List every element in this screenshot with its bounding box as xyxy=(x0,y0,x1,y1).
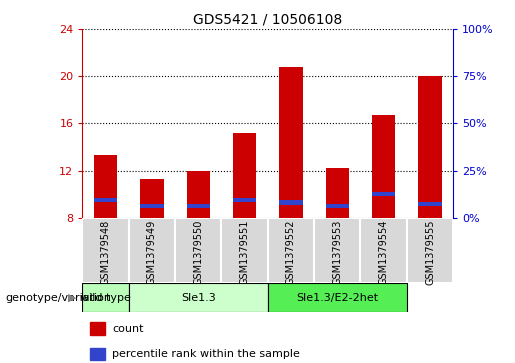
Text: GSM1379550: GSM1379550 xyxy=(193,220,203,285)
Bar xyxy=(221,218,268,283)
Text: GSM1379552: GSM1379552 xyxy=(286,220,296,285)
Bar xyxy=(279,200,303,204)
Bar xyxy=(186,171,210,218)
Text: GSM1379553: GSM1379553 xyxy=(332,220,342,285)
Text: percentile rank within the sample: percentile rank within the sample xyxy=(112,349,300,359)
Bar xyxy=(233,198,256,202)
Text: GSM1379551: GSM1379551 xyxy=(239,220,250,285)
Title: GDS5421 / 10506108: GDS5421 / 10506108 xyxy=(193,12,342,26)
Bar xyxy=(360,218,407,283)
Bar xyxy=(82,283,129,312)
Bar xyxy=(129,283,268,312)
Text: GSM1379555: GSM1379555 xyxy=(425,220,435,285)
Bar xyxy=(325,204,349,208)
Text: GSM1379554: GSM1379554 xyxy=(379,220,389,285)
Text: Sle1.3/E2-2het: Sle1.3/E2-2het xyxy=(296,293,379,303)
Bar xyxy=(233,133,256,218)
Bar xyxy=(175,218,221,283)
Bar xyxy=(140,204,163,208)
Bar xyxy=(314,218,360,283)
Text: GSM1379549: GSM1379549 xyxy=(147,220,157,285)
Text: Sle1.3: Sle1.3 xyxy=(181,293,216,303)
Bar xyxy=(268,218,314,283)
Text: GSM1379548: GSM1379548 xyxy=(100,220,111,285)
Bar xyxy=(325,168,349,218)
Bar xyxy=(140,179,163,218)
Bar xyxy=(372,115,396,218)
Text: ▶: ▶ xyxy=(67,293,76,303)
Bar xyxy=(268,283,407,312)
Bar xyxy=(186,204,210,208)
Bar xyxy=(94,155,117,218)
Bar xyxy=(94,198,117,202)
Bar xyxy=(418,201,441,206)
Bar xyxy=(90,322,105,335)
Bar xyxy=(407,218,453,283)
Text: wild type: wild type xyxy=(80,293,131,303)
Bar xyxy=(90,348,105,360)
Text: count: count xyxy=(112,324,144,334)
Bar xyxy=(82,218,129,283)
Bar xyxy=(129,218,175,283)
Bar xyxy=(279,67,303,218)
Text: genotype/variation: genotype/variation xyxy=(5,293,111,303)
Bar xyxy=(372,192,396,196)
Bar xyxy=(418,76,441,218)
